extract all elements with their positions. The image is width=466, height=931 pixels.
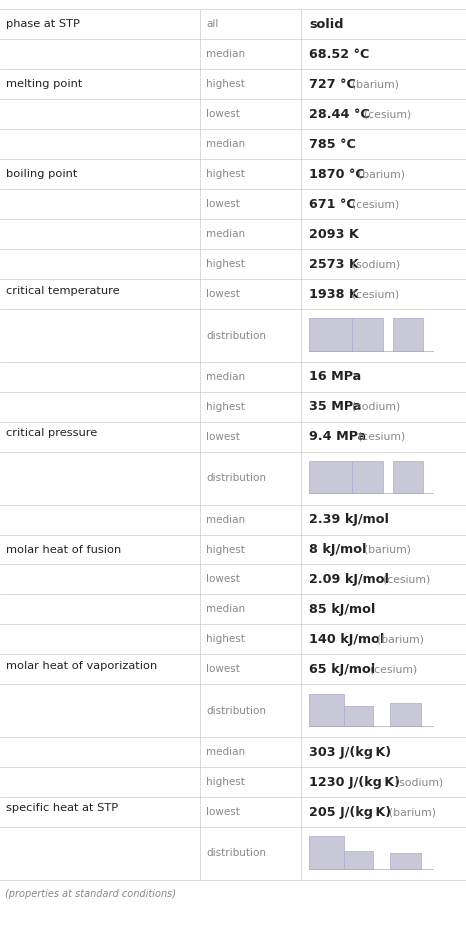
Text: 9.4 MPa: 9.4 MPa xyxy=(309,430,366,443)
Text: highest: highest xyxy=(206,169,245,180)
Text: (sodium): (sodium) xyxy=(345,402,401,412)
Text: (cesium): (cesium) xyxy=(345,290,399,299)
Text: highest: highest xyxy=(206,634,245,644)
Text: (barium): (barium) xyxy=(357,545,411,555)
Text: median: median xyxy=(206,49,245,60)
Text: 85 kJ/mol: 85 kJ/mol xyxy=(309,603,375,616)
Bar xyxy=(393,318,423,351)
Text: distribution: distribution xyxy=(206,848,266,858)
Text: (cesium): (cesium) xyxy=(351,432,405,442)
Text: 1938 K: 1938 K xyxy=(309,288,359,301)
Bar xyxy=(309,694,344,726)
Text: median: median xyxy=(206,229,245,239)
Text: median: median xyxy=(206,140,245,149)
Bar xyxy=(390,704,421,726)
Text: lowest: lowest xyxy=(206,807,240,817)
Text: lowest: lowest xyxy=(206,574,240,585)
Text: lowest: lowest xyxy=(206,109,240,119)
Text: (barium): (barium) xyxy=(370,634,424,644)
Text: 2.39 kJ/mol: 2.39 kJ/mol xyxy=(309,513,389,526)
Bar xyxy=(352,318,384,351)
Text: critical pressure: critical pressure xyxy=(6,428,97,439)
Text: highest: highest xyxy=(206,259,245,269)
Text: (sodium): (sodium) xyxy=(388,777,443,787)
Text: median: median xyxy=(206,515,245,524)
Text: highest: highest xyxy=(206,777,245,787)
Text: 785 °C: 785 °C xyxy=(309,138,356,151)
Text: (barium): (barium) xyxy=(382,807,436,817)
Bar xyxy=(309,836,344,869)
Text: critical temperature: critical temperature xyxy=(6,286,119,295)
Text: 68.52 °C: 68.52 °C xyxy=(309,47,370,61)
Text: (properties at standard conditions): (properties at standard conditions) xyxy=(5,889,176,899)
Bar xyxy=(393,461,423,493)
Text: distribution: distribution xyxy=(206,706,266,716)
Text: boiling point: boiling point xyxy=(6,169,77,180)
Text: lowest: lowest xyxy=(206,665,240,674)
Text: molar heat of fusion: molar heat of fusion xyxy=(6,545,121,555)
Bar xyxy=(309,318,352,351)
Text: 8 kJ/mol: 8 kJ/mol xyxy=(309,543,366,556)
Text: lowest: lowest xyxy=(206,432,240,442)
Text: 35 MPa: 35 MPa xyxy=(309,400,361,413)
Text: 65 kJ/mol: 65 kJ/mol xyxy=(309,663,375,676)
Text: 140 kJ/mol: 140 kJ/mol xyxy=(309,633,384,646)
Text: all: all xyxy=(206,20,219,29)
Text: melting point: melting point xyxy=(6,79,82,89)
Text: lowest: lowest xyxy=(206,290,240,299)
Text: 303 J/(kg K): 303 J/(kg K) xyxy=(309,746,391,759)
Text: 2573 K: 2573 K xyxy=(309,258,359,271)
Text: highest: highest xyxy=(206,79,245,89)
Bar xyxy=(352,461,384,493)
Text: 671 °C: 671 °C xyxy=(309,197,356,210)
Bar xyxy=(344,851,373,869)
Bar xyxy=(344,706,373,726)
Text: (cesium): (cesium) xyxy=(345,199,399,209)
Text: specific heat at STP: specific heat at STP xyxy=(6,803,118,814)
Text: 2093 K: 2093 K xyxy=(309,228,359,241)
Text: (sodium): (sodium) xyxy=(345,259,401,269)
Text: (barium): (barium) xyxy=(351,169,405,180)
Text: (cesium): (cesium) xyxy=(357,109,411,119)
Text: distribution: distribution xyxy=(206,473,266,483)
Text: 1870 °C: 1870 °C xyxy=(309,168,365,181)
Text: highest: highest xyxy=(206,402,245,412)
Text: (barium): (barium) xyxy=(345,79,399,89)
Text: molar heat of vaporization: molar heat of vaporization xyxy=(6,661,157,671)
Text: distribution: distribution xyxy=(206,331,266,341)
Text: median: median xyxy=(206,748,245,757)
Text: phase at STP: phase at STP xyxy=(6,20,80,29)
Text: lowest: lowest xyxy=(206,199,240,209)
Text: median: median xyxy=(206,371,245,382)
Text: 2.09 kJ/mol: 2.09 kJ/mol xyxy=(309,573,389,586)
Text: 28.44 °C: 28.44 °C xyxy=(309,108,370,121)
Bar xyxy=(309,461,352,493)
Text: highest: highest xyxy=(206,545,245,555)
Bar xyxy=(390,853,421,869)
Text: (cesium): (cesium) xyxy=(376,574,430,585)
Text: (cesium): (cesium) xyxy=(363,665,418,674)
Text: 205 J/(kg K): 205 J/(kg K) xyxy=(309,805,391,818)
Text: 727 °C: 727 °C xyxy=(309,78,356,91)
Text: 16 MPa: 16 MPa xyxy=(309,371,361,384)
Text: solid: solid xyxy=(309,18,343,31)
Text: median: median xyxy=(206,604,245,614)
Text: 1230 J/(kg K): 1230 J/(kg K) xyxy=(309,776,400,789)
